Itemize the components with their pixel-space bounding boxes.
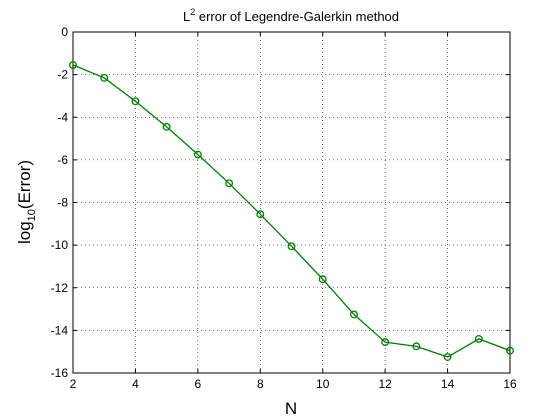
- data-point: [162, 122, 171, 131]
- y-tick-label: 0: [61, 25, 68, 39]
- y-tick-label: -8: [57, 196, 68, 210]
- data-point: [100, 73, 109, 82]
- data-point: [443, 353, 452, 361]
- y-tick-label: -10: [51, 238, 69, 252]
- data-point: [193, 150, 202, 159]
- y-tick-label: -12: [51, 281, 69, 295]
- tick-labels: 2 4 6 8 10 12 14 16 0 -2 -4 -6 -8 -10 -12 -14 -16: [51, 25, 517, 391]
- data-point: [318, 275, 327, 284]
- y-axis-label-prefix: log: [15, 221, 34, 244]
- data-point: [381, 338, 390, 347]
- plot-area: [72, 31, 511, 374]
- y-tick-label: -16: [51, 366, 69, 380]
- x-tick-label: 12: [378, 377, 392, 391]
- x-tick-label: 8: [257, 377, 264, 391]
- chart-title-superscript: 2: [190, 7, 195, 17]
- x-tick-label: 10: [316, 377, 330, 391]
- x-tick-label: 6: [195, 377, 202, 391]
- data-point: [287, 242, 296, 251]
- chart-title: L2 error of Legendre-Galerkin method: [183, 7, 399, 24]
- y-axis-label-suffix: (Error): [15, 160, 34, 209]
- y-tick-label: -4: [57, 110, 68, 124]
- x-tick-label: 16: [503, 377, 517, 391]
- x-tick-label: 4: [132, 377, 139, 391]
- y-tick-label: -14: [51, 323, 69, 337]
- data-point: [474, 334, 483, 343]
- x-tick-label: 14: [441, 377, 455, 391]
- data-point: [412, 342, 421, 351]
- x-axis-label: N: [285, 399, 297, 418]
- y-axis-label: log10(Error): [15, 160, 38, 244]
- data-point: [131, 97, 140, 106]
- y-tick-label: -2: [57, 68, 68, 82]
- series-line: [72, 64, 511, 358]
- chart-title-suffix: error of Legendre-Galerkin method: [195, 9, 399, 24]
- data-point: [349, 310, 358, 319]
- series: [69, 61, 514, 361]
- x-tick-label: 2: [70, 377, 77, 391]
- y-axis-label-subscript: 10: [26, 209, 38, 221]
- y-tick-label: -6: [57, 153, 68, 167]
- ticks: [72, 31, 511, 374]
- grid: [73, 32, 510, 373]
- data-point: [256, 210, 265, 219]
- data-point: [225, 179, 234, 188]
- chart-title-prefix: L: [183, 9, 190, 24]
- data-point: [69, 61, 77, 69]
- data-point: [506, 346, 514, 355]
